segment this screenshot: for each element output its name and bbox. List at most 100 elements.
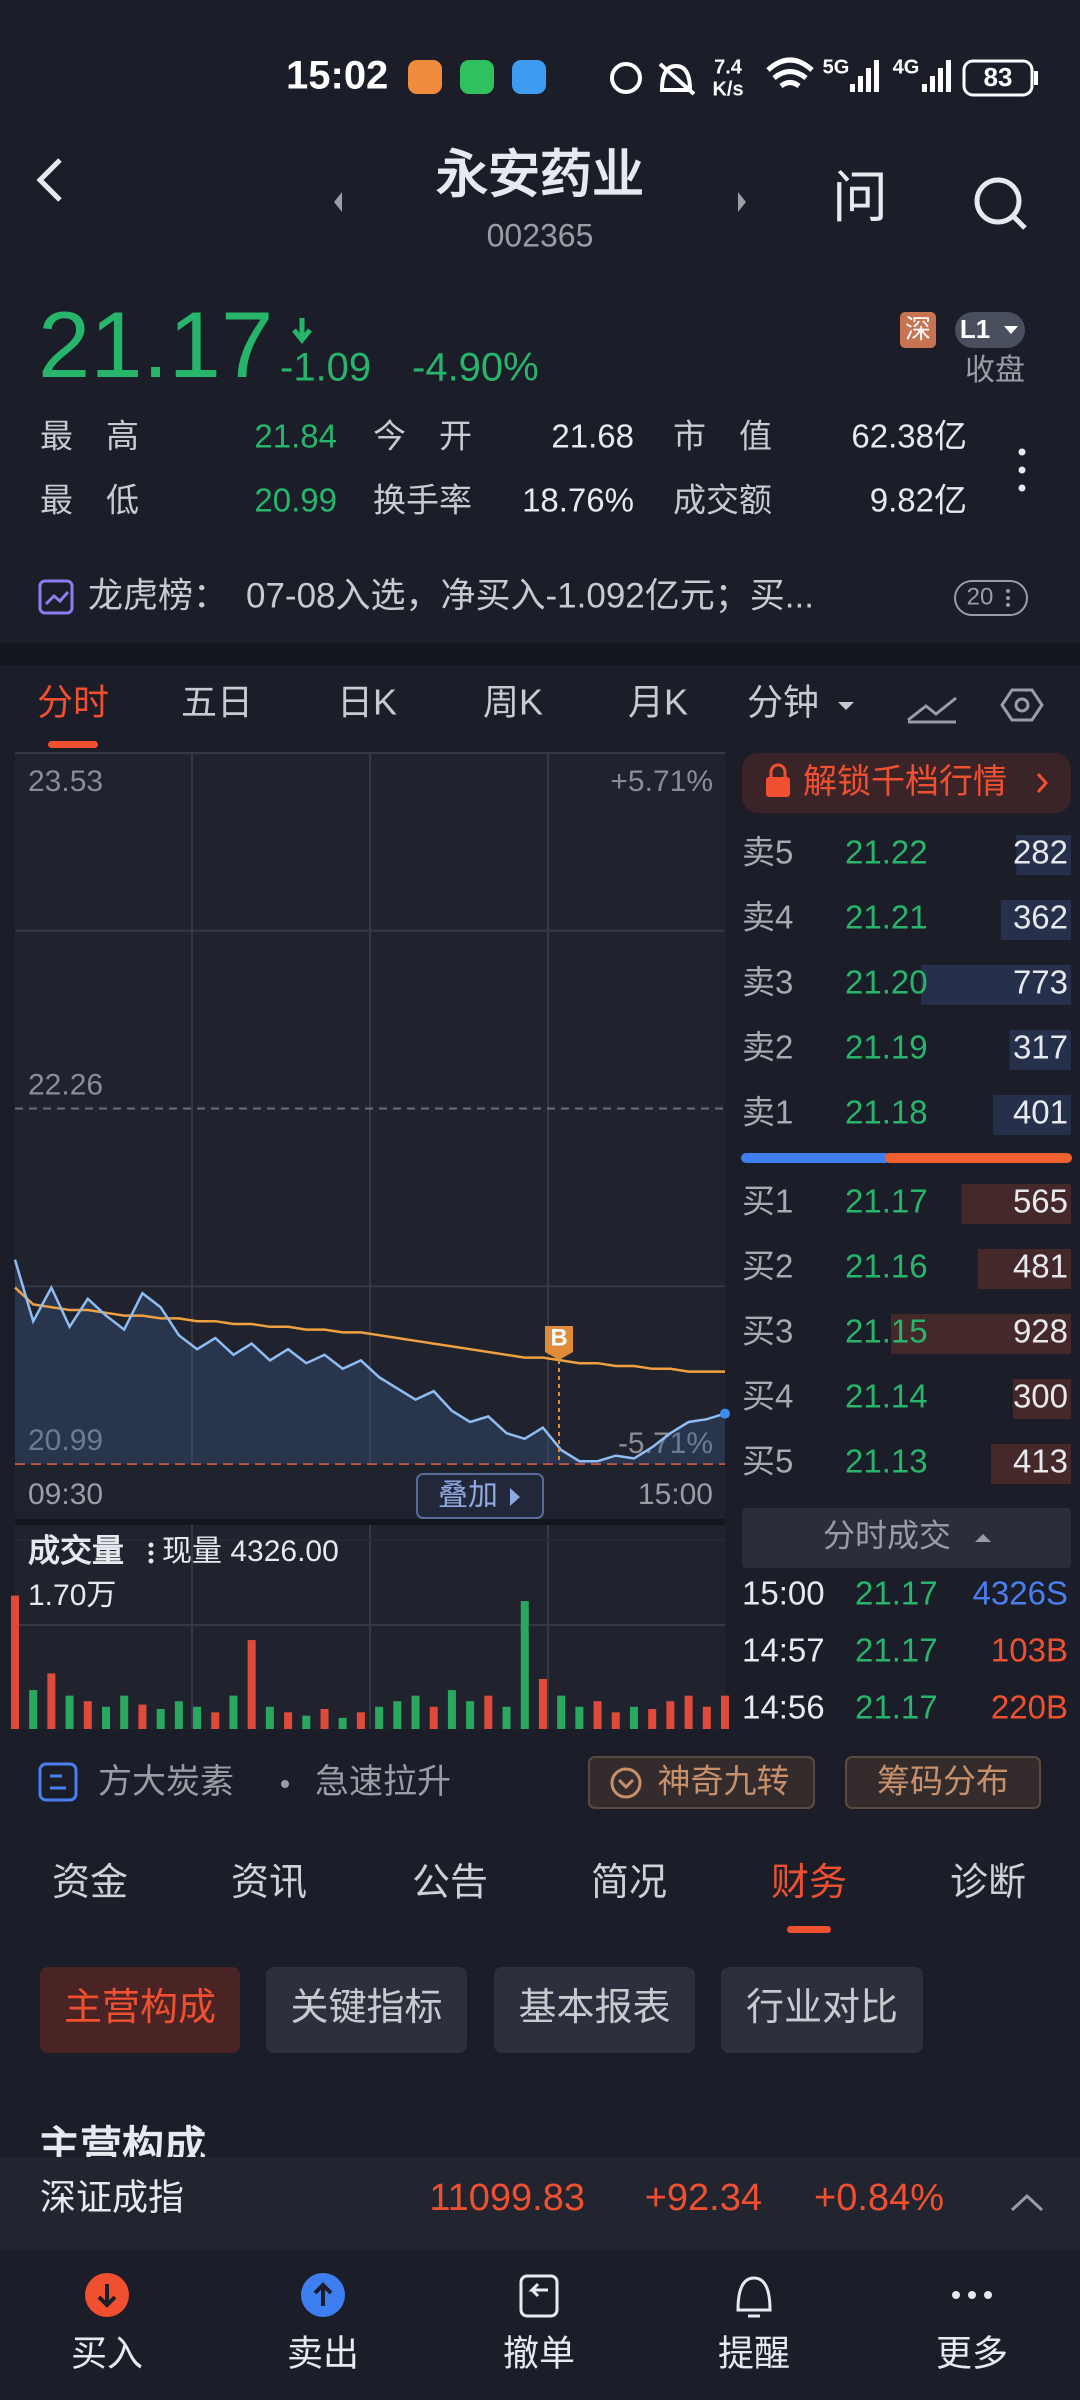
volume-bar [611,1712,620,1729]
more-icon-dot [984,2291,992,2299]
trade-time: 14:57 [742,1632,825,1669]
unlock-button[interactable] [742,753,1071,813]
volume-bar [302,1715,311,1729]
signal-bar [874,60,879,92]
chart-tab[interactable]: 日K [337,682,397,723]
index-bar [0,2157,1080,2250]
volume-bar [557,1695,566,1729]
search-button[interactable] [974,177,1022,225]
signal-bar [938,68,943,92]
sub-tab[interactable] [721,1967,923,2053]
section-tab[interactable]: 资讯 [231,1862,307,1904]
level-price: 21.22 [845,834,928,871]
overlay-button[interactable] [416,1473,544,1519]
level-price: 21.19 [845,1029,928,1066]
trades-toggle [975,1534,991,1542]
overlay-arrow [510,1488,520,1506]
level-label: 卖5 [742,834,793,871]
signal-stock: 方大炭素 [98,1763,234,1801]
section-tab[interactable]: 公告 [412,1862,488,1904]
trades-header[interactable] [742,1508,1071,1568]
level-price: 21.15 [845,1313,928,1350]
more-dot [1018,484,1026,492]
nav-label[interactable]: 提醒 [718,2333,790,2374]
separator [0,643,1080,665]
nav-label[interactable]: 买入 [71,2333,143,2374]
section-tab[interactable]: 财务 [771,1862,847,1904]
volume-bar [484,1695,493,1729]
volume-bar [502,1706,511,1729]
volume-menu-dot [148,1558,154,1564]
trade-time: 15:00 [742,1575,825,1612]
index-name: 深证成指 [40,2177,184,2218]
chart-tab[interactable]: 月K [628,682,688,723]
tool-button[interactable] [845,1756,1041,1809]
section-tab[interactable]: 简况 [591,1862,667,1904]
volume-bar [65,1695,74,1729]
tool-button[interactable] [588,1756,815,1809]
chart-tab[interactable]: 分钟 [747,682,819,723]
ask-button[interactable]: 问 [832,166,888,229]
prev-stock[interactable] [334,192,342,212]
depth-bar [1012,1379,1071,1419]
index-expand[interactable] [1010,2193,1044,2212]
signal-bar [930,76,935,92]
settings-icon[interactable] [1000,688,1044,722]
badge-dot [1006,603,1010,607]
trade-volume: 220B [991,1689,1068,1726]
app-icon [408,60,442,94]
back-button[interactable] [36,158,62,202]
trade-price: 21.17 [855,1575,938,1612]
change-pct: -4.90% [412,346,539,390]
chart-tab[interactable]: 五日 [181,682,253,723]
section-tab[interactable]: 资金 [52,1862,128,1904]
nav-label[interactable]: 更多 [936,2333,1008,2374]
sub-tab[interactable] [494,1967,695,2053]
signal-event: 急速拉升 [315,1763,451,1801]
chart-tab[interactable]: 分时 [37,682,109,723]
volume-bar [29,1690,38,1729]
section-tab[interactable]: 诊断 [950,1862,1026,1904]
index-value: 11099.83 [429,2177,585,2219]
settings-dot [1014,697,1030,713]
avg-line [14,1286,725,1373]
stat-value: 21.68 [551,418,634,455]
indicator-icon[interactable] [907,696,957,724]
search-handle [1011,214,1027,230]
volume-bar [629,1706,638,1729]
dragon-label: 龙虎榜： [88,576,228,615]
level: L1 [960,314,990,344]
signal-bar [946,60,951,92]
net-speed: 7.4 [714,56,743,78]
depth-bar [1009,1030,1071,1070]
nav-label[interactable]: 卖出 [287,2333,359,2374]
volume-bar [429,1706,438,1729]
stat-label: 最 高 [40,418,139,455]
level-volume: 928 [1013,1313,1068,1350]
bell-icon [736,2276,772,2318]
volume-bar [666,1701,675,1729]
level-volume: 362 [1013,899,1068,936]
sub-tab[interactable] [266,1967,467,2053]
dragon-text: 07-08入选，净买入-1.092亿元；买... [246,576,814,615]
chart-tab[interactable]: 周K [483,682,543,723]
stat-label: 最 低 [40,482,139,519]
market-badge [900,312,936,348]
stat-value: 20.99 [254,482,337,519]
badge-dot [1006,589,1010,593]
cancel-icon [519,2274,559,2318]
volume-menu-dot [148,1550,154,1556]
app-icon [512,60,546,94]
sub-tab-label: 行业对比 [746,1987,898,2029]
level-price: 21.21 [845,899,928,936]
sub-tab[interactable] [40,1967,240,2053]
volume-bar [265,1706,274,1729]
nav-label[interactable]: 撤单 [503,2333,575,2374]
level-price: 21.17 [845,1183,928,1220]
last-point [720,1408,730,1419]
next-stock[interactable] [738,192,746,212]
sub-tab-label: 关键指标 [290,1987,442,2029]
battery [962,59,1034,97]
volume-top-label: 1.70万 [28,1579,116,1612]
dragon-badge[interactable] [954,580,1028,616]
